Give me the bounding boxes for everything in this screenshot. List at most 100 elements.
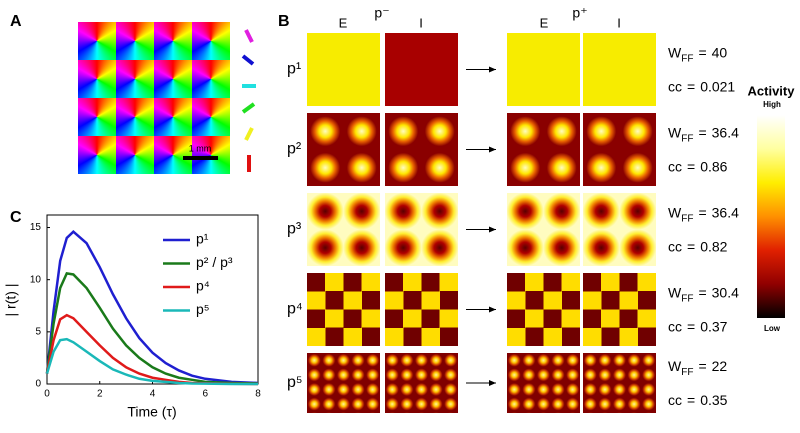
cc-text: cc = 0.37: [668, 318, 728, 334]
equals: =: [687, 158, 695, 174]
equals: =: [698, 358, 706, 374]
wff-symbol: W: [668, 358, 682, 374]
column-header: E: [540, 15, 549, 30]
activity-pattern: [385, 33, 458, 106]
key-bar: [244, 127, 254, 141]
legend-label: p⁴: [196, 278, 210, 294]
x-tick-label: 8: [255, 389, 261, 400]
activity-pattern: [307, 353, 380, 413]
cc-symbol: cc: [668, 238, 682, 254]
column-header: p⁻: [374, 5, 389, 21]
colorbar-low: Low: [764, 324, 781, 333]
wff-value: 40: [712, 44, 728, 60]
wff-symbol: W: [668, 284, 682, 300]
arrow-head: [489, 380, 496, 386]
equals: =: [698, 284, 706, 300]
series-line: [45, 272, 259, 385]
wff-value: 22: [712, 358, 728, 374]
x-tick-label: 0: [44, 389, 50, 400]
panel-label: C: [10, 209, 22, 226]
cc-text: cc = 0.86: [668, 158, 728, 174]
x-tick-label: 2: [97, 389, 103, 400]
arrow-head: [489, 226, 496, 233]
x-axis-label: Time (τ): [127, 404, 176, 420]
cc-text: cc = 0.021: [668, 78, 735, 94]
equals: =: [698, 124, 706, 140]
key-bar: [241, 102, 256, 114]
cc-symbol: cc: [668, 158, 682, 174]
row-label: p⁵: [287, 374, 303, 391]
equals: =: [687, 78, 695, 94]
wff-subscript: FF: [681, 133, 693, 144]
wff-subscript: FF: [681, 213, 693, 224]
activity-pattern: [507, 193, 580, 266]
activity-pattern: [507, 33, 580, 106]
column-header: E: [339, 15, 348, 30]
activity-pattern: [385, 353, 458, 413]
y-tick-label: 10: [30, 274, 42, 285]
equals: =: [687, 238, 695, 254]
wff-text: WFF = 40: [668, 44, 727, 64]
series-line: [45, 230, 259, 385]
equals: =: [687, 392, 695, 408]
legend-label: p⁵: [196, 301, 210, 317]
cc-value: 0.82: [700, 238, 727, 254]
activity-pattern: [583, 193, 656, 266]
wff-subscript: FF: [681, 367, 693, 378]
y-axis-label: | r(t) |: [3, 284, 19, 317]
wff-text: WFF = 36.4: [668, 124, 739, 144]
row-label: p²: [287, 141, 302, 158]
equals: =: [698, 204, 706, 220]
row-label: p¹: [287, 61, 301, 78]
wff-symbol: W: [668, 204, 682, 220]
cc-symbol: cc: [668, 78, 682, 94]
x-tick-label: 6: [202, 389, 208, 400]
scale-label: 1 mm: [189, 143, 212, 153]
wff-symbol: W: [668, 44, 682, 60]
activity-pattern: [385, 193, 458, 266]
wff-text: WFF = 36.4: [668, 204, 739, 224]
y-tick-label: 0: [35, 379, 41, 390]
cc-value: 0.37: [700, 318, 727, 334]
x-tick-label: 4: [150, 389, 156, 400]
activity-pattern: [307, 33, 380, 106]
wff-subscript: FF: [681, 53, 693, 64]
wff-text: WFF = 22: [668, 358, 727, 378]
cc-text: cc = 0.35: [668, 392, 728, 408]
key-bar: [241, 54, 255, 66]
panel-label: B: [278, 13, 290, 30]
y-tick-label: 15: [30, 222, 42, 233]
plot-frame: [46, 214, 259, 385]
arrow-head: [489, 66, 496, 73]
activity-pattern: [583, 353, 656, 413]
orientation-map: [78, 22, 230, 174]
colorbar: [757, 115, 785, 318]
equals: =: [698, 44, 706, 60]
activity-pattern: [507, 353, 580, 413]
activity-pattern: [307, 273, 380, 346]
y-tick-label: 5: [35, 326, 41, 337]
series-line: [45, 337, 258, 386]
activity-pattern: [307, 113, 380, 186]
column-header: I: [617, 15, 621, 30]
arrow-head: [489, 146, 496, 153]
wff-subscript: FF: [681, 293, 693, 304]
activity-pattern: [385, 113, 458, 186]
cc-text: cc = 0.82: [668, 238, 728, 254]
panel-label: A: [10, 13, 22, 30]
colorbar-title: Activity: [748, 83, 796, 98]
legend-label: p¹: [196, 231, 209, 247]
cc-value: 0.86: [700, 158, 727, 174]
orientation-key: [241, 29, 256, 172]
cc-value: 0.35: [700, 392, 727, 408]
equals: =: [687, 318, 695, 334]
cc-symbol: cc: [668, 392, 682, 408]
cc-symbol: cc: [668, 318, 682, 334]
cc-value: 0.021: [700, 78, 735, 94]
wff-value: 30.4: [712, 284, 739, 300]
row-label: p⁴: [287, 301, 303, 318]
activity-pattern: [583, 273, 656, 346]
wff-text: WFF = 30.4: [668, 284, 739, 304]
column-header: p⁺: [572, 5, 587, 21]
activity-pattern: [385, 273, 458, 346]
